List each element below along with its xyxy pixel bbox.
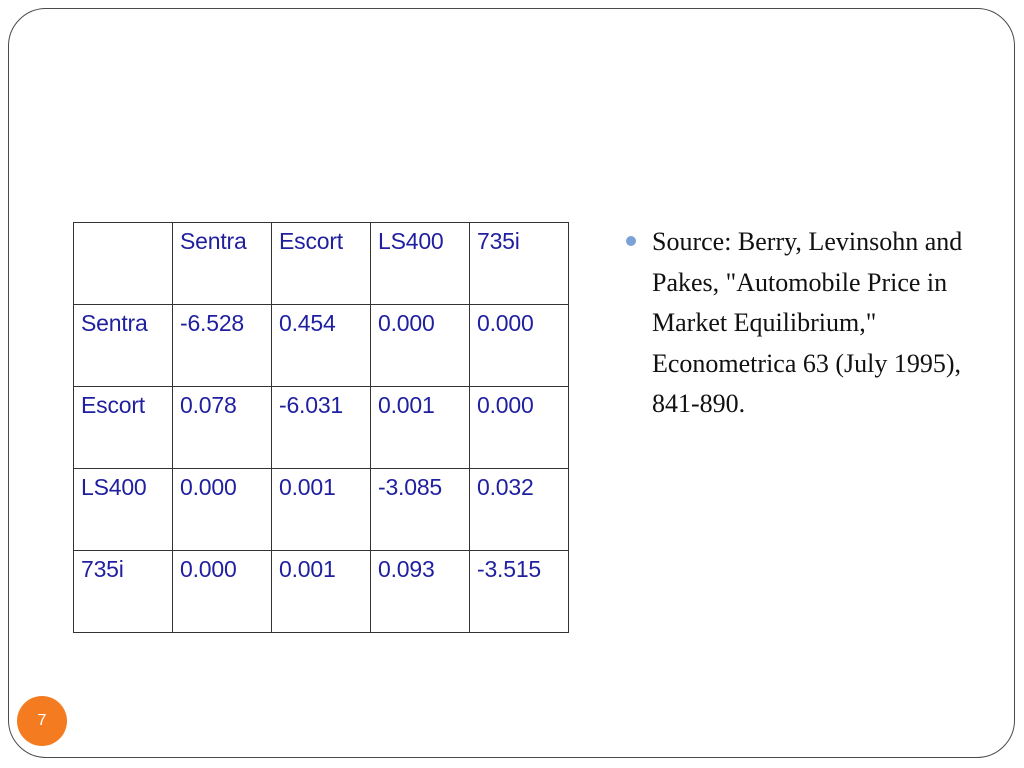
table-row-label: 735i <box>73 550 173 633</box>
table-header-cell: Sentra <box>172 222 272 305</box>
table-header-cell: 735i <box>469 222 569 305</box>
table-cell: 0.093 <box>370 550 470 633</box>
table-cell: 0.000 <box>172 468 272 551</box>
table-cell: -3.085 <box>370 468 470 551</box>
table-header-cell <box>73 222 173 305</box>
table-cell: 0.000 <box>172 550 272 633</box>
table-cell: 0.078 <box>172 386 272 469</box>
page-number: 7 <box>37 712 47 729</box>
table-header-cell: Escort <box>271 222 371 305</box>
table-cell: 0.000 <box>370 304 470 387</box>
table-cell: -6.528 <box>172 304 272 387</box>
table-row: 735i 0.000 0.001 0.093 -3.515 <box>73 550 569 633</box>
table-cell: 0.000 <box>469 386 569 469</box>
table-cell: 0.454 <box>271 304 371 387</box>
table-row: Sentra -6.528 0.454 0.000 0.000 <box>73 304 569 387</box>
table-cell: -3.515 <box>469 550 569 633</box>
table-row: Escort 0.078 -6.031 0.001 0.000 <box>73 386 569 469</box>
table-row-label: LS400 <box>73 468 173 551</box>
bullet-icon <box>626 236 636 246</box>
elasticity-table: Sentra Escort LS400 735i Sentra -6.528 0… <box>73 222 569 633</box>
table-cell: 0.001 <box>370 386 470 469</box>
source-text: Source: Berry, Levinsohn and Pakes, "Aut… <box>652 227 963 418</box>
table-header-cell: LS400 <box>370 222 470 305</box>
table-cell: 0.001 <box>271 468 371 551</box>
table-row: LS400 0.000 0.001 -3.085 0.032 <box>73 468 569 551</box>
table-cell: -6.031 <box>271 386 371 469</box>
page-number-badge: 7 <box>17 696 67 746</box>
table-cell: 0.032 <box>469 468 569 551</box>
source-citation: Source: Berry, Levinsohn and Pakes, "Aut… <box>626 222 971 425</box>
table-row-label: Sentra <box>73 304 173 387</box>
table-cell: 0.000 <box>469 304 569 387</box>
table-row-label: Escort <box>73 386 173 469</box>
table-header-row: Sentra Escort LS400 735i <box>73 222 569 305</box>
table-cell: 0.001 <box>271 550 371 633</box>
